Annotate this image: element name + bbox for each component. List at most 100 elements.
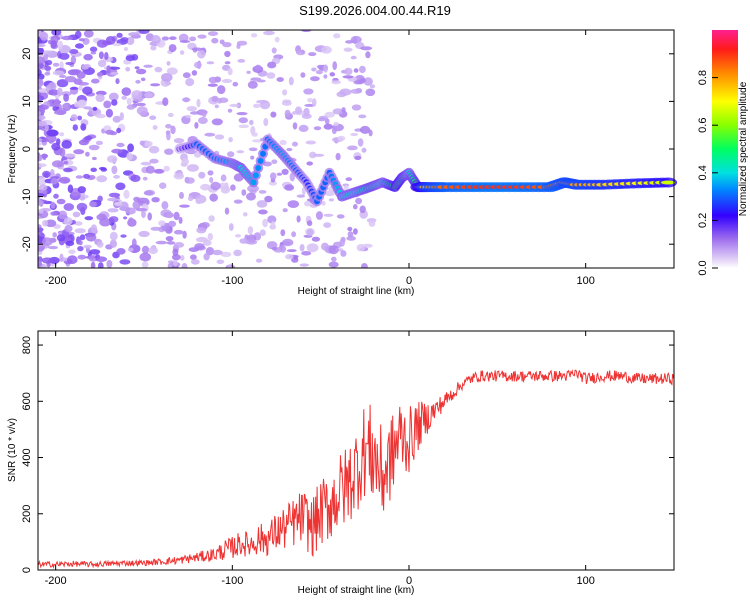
spectrogram-noise-cell: [230, 184, 236, 191]
spectrogram-noise-cell: [45, 219, 57, 228]
spectrogram-noise-cell: [222, 42, 232, 48]
spectrogram-noise-cell: [64, 224, 73, 233]
spectrogram-noise-cell: [258, 190, 267, 194]
spectrogram-noise-cell: [328, 245, 339, 255]
spectrogram-noise-cell: [92, 156, 97, 161]
spectrogram-noise-cell: [266, 72, 276, 79]
spectrogram-noise-cell: [185, 114, 192, 119]
spectrogram-noise-cell: [295, 106, 302, 114]
spectrogram-noise-cell: [295, 49, 306, 56]
spectrogram-noise-cell: [96, 72, 104, 77]
spectrogram-noise-cell: [361, 147, 367, 153]
spectrogram-noise-cell: [190, 111, 200, 115]
spectrogram-noise-cell: [106, 155, 118, 163]
spectrogram-noise-cell: [220, 174, 227, 182]
snr-x-tick-label: 0: [406, 575, 412, 587]
spectrogram-noise-cell: [337, 135, 346, 142]
spectrogram-noise-cell: [63, 93, 69, 102]
spectrogram-noise-cell: [299, 263, 309, 267]
spectrogram-noise-cell: [212, 249, 223, 256]
spectrogram-noise-cell: [271, 159, 278, 164]
spectrogram-noise-cell: [50, 201, 56, 209]
spectrogram-noise-cell: [42, 170, 51, 178]
spectrogram-noise-cell: [332, 108, 344, 115]
spectrogram-noise-cell: [258, 209, 268, 215]
spectrogram-noise-cell: [203, 239, 212, 246]
spectrogram-noise-cell: [185, 78, 195, 87]
spectrogram-x-tick-label: -200: [45, 275, 67, 287]
spectrogram-noise-cell: [246, 192, 256, 201]
spectrogram-noise-cell: [182, 230, 187, 239]
spectrogram-noise-cell: [57, 40, 63, 50]
spectrogram-noise-cell: [95, 114, 106, 119]
spectrogram-noise-cell: [296, 194, 306, 198]
spectrogram-noise-cell: [323, 222, 332, 229]
spectrogram-noise-cell: [83, 30, 94, 38]
spectrogram-noise-cell: [111, 165, 118, 175]
spectrogram-noise-cell: [38, 163, 47, 168]
spectrogram-x-tick-label: -100: [221, 275, 243, 287]
spectrogram-noise-cell: [207, 31, 219, 36]
spectrogram-noise-cell: [38, 47, 44, 55]
spectrogram-noise-cell: [38, 95, 44, 102]
spectrogram-noise-cell: [238, 117, 248, 124]
spectrogram-noise-cell: [50, 168, 55, 176]
spectrogram-noise-cell: [347, 231, 354, 238]
spectrogram-noise-cell: [89, 46, 98, 53]
spectrogram-noise-cell: [255, 258, 263, 263]
spectrogram-noise-cell: [281, 100, 292, 106]
spectrogram-noise-cell: [287, 200, 299, 209]
spectrogram-noise-cell: [168, 36, 177, 41]
spectrogram-noise-cell: [271, 47, 277, 54]
spectrogram-noise-cell: [38, 111, 42, 116]
spectrogram-noise-cell: [263, 30, 275, 36]
spectrogram-noise-cell: [166, 241, 176, 245]
spectrogram-noise-cell: [58, 176, 71, 184]
spectrogram-noise-cell: [164, 81, 172, 86]
spectrogram-noise-cell: [173, 242, 185, 248]
spectrogram-noise-cell: [63, 153, 76, 158]
spectrogram-noise-cell: [195, 200, 202, 204]
spectrogram-y-tick-label: 10: [21, 95, 33, 107]
spectrogram-noise-cell: [191, 47, 203, 51]
spectrogram-noise-cell: [228, 137, 233, 143]
spectrogram-noise-cell: [352, 36, 358, 45]
spectrogram-noise-cell: [120, 37, 129, 42]
spectrogram-noise-cell: [51, 160, 64, 168]
spectrogram-noise-cell: [306, 228, 314, 236]
spectrogram-noise-cell: [134, 66, 140, 70]
spectrogram-noise-cell: [115, 182, 126, 191]
spectrogram-noise-cell: [41, 50, 53, 55]
spectrogram-noise-cell: [329, 72, 336, 77]
spectrogram-y-tick-label: 20: [21, 48, 33, 60]
spectrogram-noise-cell: [121, 87, 132, 96]
spectrogram-noise-cell: [173, 211, 180, 221]
spectrogram-noise-cell: [111, 148, 123, 154]
spectrogram-noise-cell: [209, 193, 218, 202]
spectrogram-noise-cell: [84, 135, 93, 141]
spectrogram-noise-cell: [301, 113, 312, 119]
spectrogram-noise-cell: [74, 30, 82, 39]
spectrogram-noise-cell: [67, 255, 78, 265]
spectrogram-noise-cell: [149, 158, 159, 164]
spectrogram-noise-cell: [186, 164, 199, 172]
spectrogram-noise-cell: [311, 98, 317, 107]
spectrogram-noise-cell: [90, 167, 97, 172]
spectrogram-noise-cell: [347, 145, 358, 151]
spectrogram-noise-cell: [239, 238, 249, 244]
spectrogram-noise-cell: [38, 138, 43, 143]
spectrogram-noise-cell: [187, 195, 194, 202]
spectrogram-noise-cell: [251, 132, 258, 137]
spectrogram-noise-cell: [369, 84, 376, 89]
spectrogram-noise-cell: [282, 208, 288, 213]
spectrogram-noise-cell: [300, 72, 306, 78]
spectrogram-noise-cell: [208, 215, 215, 222]
spectrogram-noise-cell: [306, 161, 314, 166]
snr-panel: -200 -100 0 100 0 200 400 600 800 Height of str…: [7, 330, 675, 596]
snr-x-ticks: -200 -100 0 100: [45, 331, 595, 587]
spectrogram-noise-cell: [149, 115, 157, 120]
spectrogram-noise-cell: [196, 98, 201, 108]
spectrogram-noise-cell: [48, 245, 59, 250]
spectrogram-noise-cell: [179, 40, 191, 43]
spectrogram-noise-cell: [173, 138, 185, 144]
